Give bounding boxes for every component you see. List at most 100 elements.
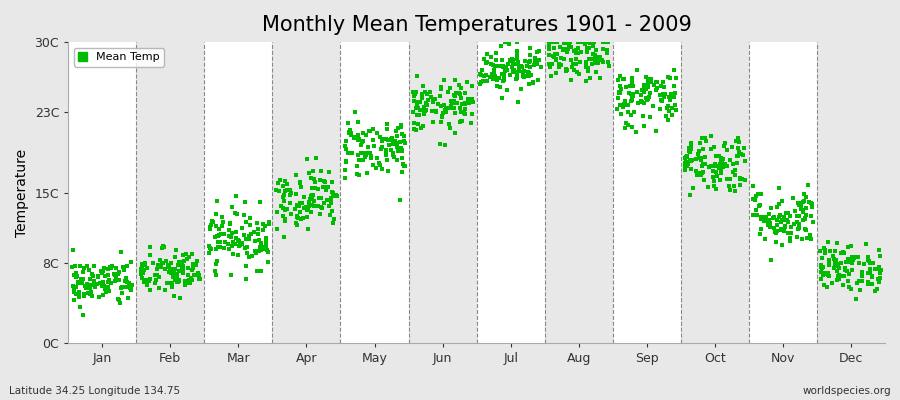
Point	[728, 166, 742, 173]
Point	[304, 193, 319, 199]
Point	[111, 296, 125, 302]
Point	[519, 73, 534, 80]
Point	[228, 210, 242, 216]
Point	[758, 218, 772, 224]
Point	[283, 186, 297, 193]
Point	[408, 91, 422, 98]
Point	[481, 51, 495, 57]
Point	[574, 39, 589, 45]
Point	[559, 66, 573, 72]
Point	[158, 266, 173, 272]
Point	[661, 73, 675, 80]
Point	[738, 158, 752, 164]
Point	[85, 271, 99, 277]
Point	[358, 152, 373, 158]
Point	[814, 264, 828, 270]
Point	[146, 260, 160, 266]
Point	[122, 283, 137, 289]
Point	[865, 274, 879, 281]
Point	[799, 194, 814, 200]
Point	[458, 90, 473, 96]
Point	[566, 48, 580, 54]
Point	[428, 96, 442, 102]
Point	[186, 265, 201, 272]
Point	[806, 219, 821, 225]
Point	[215, 223, 230, 230]
Point	[450, 99, 464, 106]
Point	[250, 220, 265, 226]
Point	[314, 168, 328, 174]
Point	[303, 196, 318, 202]
Point	[872, 278, 886, 285]
Point	[805, 213, 819, 220]
Point	[854, 278, 868, 284]
Point	[829, 256, 843, 263]
Point	[230, 211, 244, 217]
Point	[80, 281, 94, 288]
Point	[693, 140, 707, 146]
Point	[838, 264, 852, 271]
Point	[649, 78, 663, 85]
Point	[319, 187, 333, 193]
Point	[69, 270, 84, 276]
Point	[76, 265, 91, 272]
Point	[135, 267, 149, 274]
Point	[67, 296, 81, 303]
Point	[405, 109, 419, 115]
Point	[871, 275, 886, 282]
Point	[753, 216, 768, 223]
Point	[248, 250, 263, 256]
Point	[778, 209, 793, 216]
Point	[302, 226, 316, 232]
Point	[566, 61, 580, 67]
Point	[325, 179, 339, 186]
Point	[581, 68, 596, 74]
Point	[324, 196, 338, 203]
Point	[869, 286, 884, 292]
Point	[506, 60, 520, 67]
Point	[314, 195, 328, 202]
Point	[589, 47, 603, 53]
Point	[553, 44, 567, 50]
Point	[167, 266, 182, 272]
Point	[596, 59, 610, 66]
Point	[454, 109, 468, 115]
Point	[99, 289, 113, 295]
Point	[161, 261, 176, 268]
Point	[479, 72, 493, 78]
Point	[242, 232, 256, 239]
Point	[704, 163, 718, 170]
Point	[842, 256, 856, 262]
Point	[118, 278, 132, 284]
Point	[634, 92, 649, 98]
Point	[222, 220, 237, 227]
Point	[475, 78, 490, 85]
Point	[322, 211, 337, 218]
Point	[289, 220, 303, 226]
Point	[397, 133, 411, 140]
Point	[754, 190, 769, 197]
Point	[273, 177, 287, 184]
Point	[83, 276, 97, 282]
Point	[646, 102, 661, 109]
Point	[418, 108, 432, 114]
Point	[177, 282, 192, 288]
Point	[71, 278, 86, 285]
Point	[341, 129, 356, 136]
Point	[872, 263, 886, 270]
Point	[91, 273, 105, 280]
Point	[355, 139, 369, 146]
Point	[525, 72, 539, 78]
Point	[664, 112, 679, 118]
Point	[250, 231, 265, 238]
Point	[416, 123, 430, 130]
Point	[532, 57, 546, 64]
Point	[356, 130, 371, 136]
Point	[365, 137, 380, 144]
Point	[695, 163, 709, 169]
Point	[860, 256, 875, 262]
Point	[500, 87, 514, 94]
Point	[487, 63, 501, 70]
Point	[423, 89, 437, 95]
Point	[342, 128, 356, 135]
